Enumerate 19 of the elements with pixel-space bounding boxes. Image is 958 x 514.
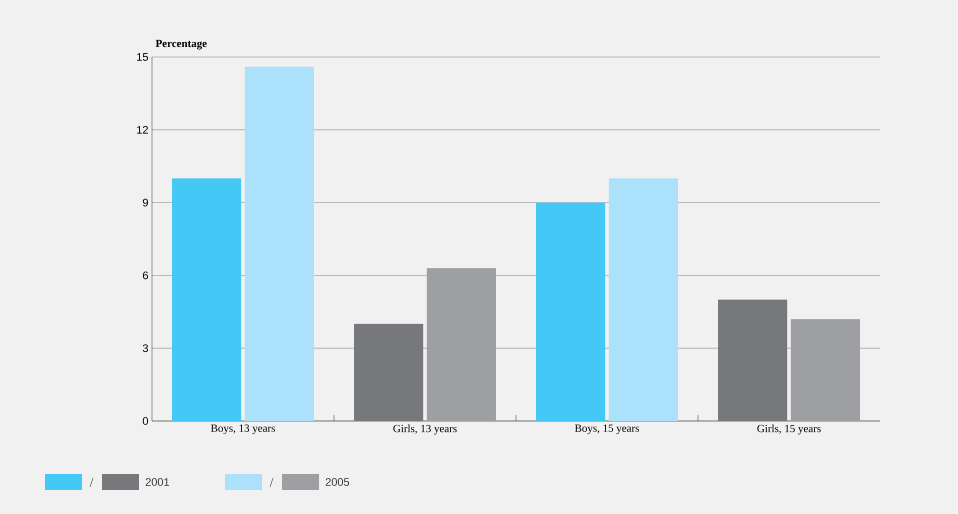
x-tick-label: Boys, 13 years — [210, 424, 276, 434]
legend-label: 2005 — [326, 478, 350, 486]
bar — [354, 324, 424, 421]
legend-label: 2001 — [146, 478, 170, 486]
x-tick-label: Girls, 13 years — [393, 424, 457, 434]
bar — [536, 202, 606, 421]
bar — [244, 66, 314, 421]
y-tick-label: 0 — [142, 417, 148, 425]
x-tick-label: Boys, 15 years — [574, 424, 640, 434]
bar — [608, 178, 678, 421]
x-tick-label: Girls, 15 years — [757, 424, 821, 434]
bar — [718, 300, 788, 421]
y-tick-label: 3 — [142, 344, 148, 352]
y-axis-title: Percentage — [156, 40, 207, 50]
y-tick-label: 15 — [137, 53, 148, 61]
y-tick-label: 9 — [142, 198, 148, 206]
y-tick-label: 12 — [137, 126, 148, 134]
bar — [172, 178, 242, 421]
y-tick-label: 6 — [142, 272, 148, 280]
